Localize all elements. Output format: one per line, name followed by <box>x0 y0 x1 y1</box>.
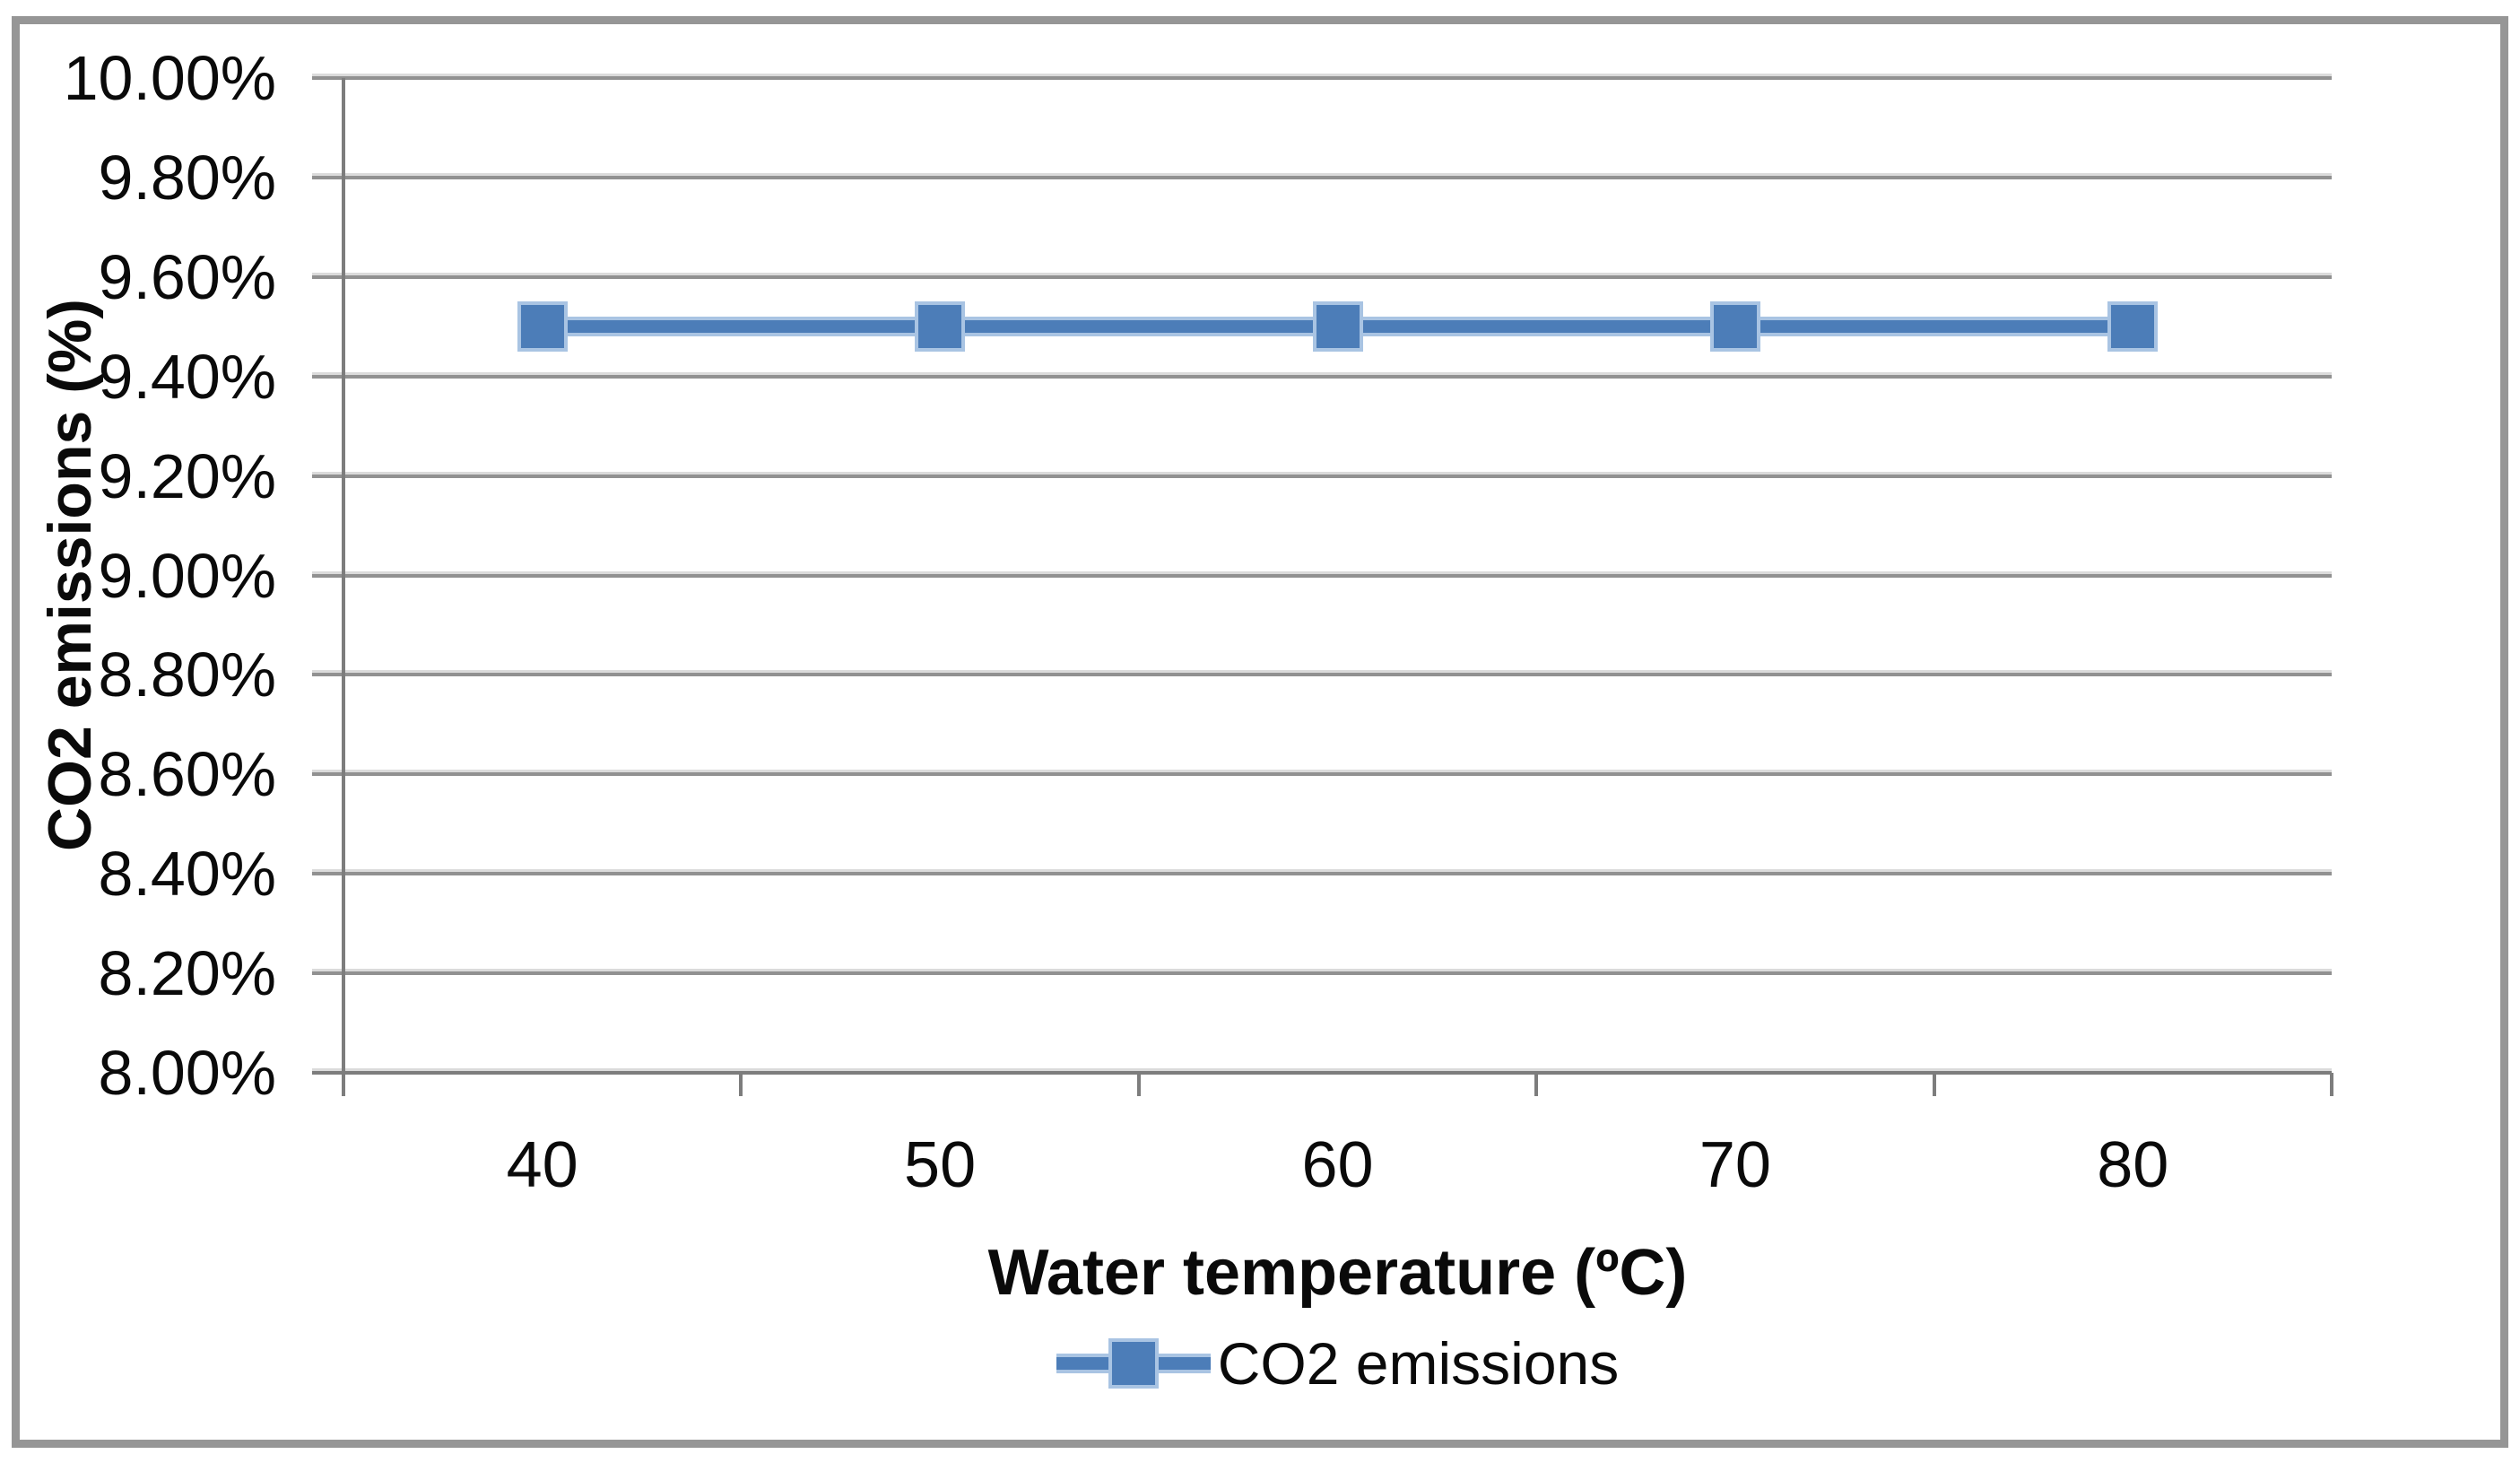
x-axis-tick <box>739 1073 743 1096</box>
x-axis-tick <box>342 1073 345 1096</box>
y-axis-tick-labels: 10.00% 9.80% 9.60% 9.40% 9.20% 9.00% 8.80% 8.60… <box>0 0 276 1166</box>
x-axis-title: Water temperature (ºC) <box>987 1237 1688 1309</box>
plot-area <box>312 76 2332 1075</box>
y-tick-label: 9.80% <box>98 142 276 213</box>
x-axis-line <box>312 1071 2332 1075</box>
y-axis-line <box>342 78 345 1096</box>
gridline <box>312 175 2332 179</box>
data-point-marker <box>517 301 568 353</box>
y-tick-label: 10.00% <box>63 43 276 113</box>
y-tick-label: 8.80% <box>98 640 276 710</box>
gridline <box>312 274 2332 279</box>
x-axis-tick <box>1136 1073 1141 1096</box>
series-line-segment <box>1734 317 2133 337</box>
legend-square-marker <box>1108 1338 1159 1389</box>
chart-frame-border <box>12 16 2508 1448</box>
y-tick-label: 8.60% <box>98 739 276 810</box>
data-point-marker <box>1312 301 1363 353</box>
legend: CO2 emissions <box>343 1330 2332 1397</box>
y-tick-label: 9.20% <box>98 440 276 511</box>
gridline <box>312 772 2332 777</box>
legend-label: CO2 emissions <box>1217 1330 1620 1397</box>
x-axis-tick <box>1932 1073 1936 1096</box>
y-tick-label: 8.00% <box>98 1038 276 1108</box>
series-line-segment <box>1337 317 1735 337</box>
data-point-marker <box>915 301 966 353</box>
gridline <box>312 673 2332 677</box>
data-point-marker <box>2107 301 2159 353</box>
x-axis-tick <box>2330 1073 2333 1096</box>
gridline <box>312 76 2332 80</box>
y-tick-label: 9.00% <box>98 540 276 611</box>
y-tick-label: 8.40% <box>98 839 276 910</box>
x-tick-label: 80 <box>2097 1129 2169 1201</box>
x-tick-label: 50 <box>904 1129 977 1201</box>
x-axis-tick <box>1534 1073 1539 1096</box>
gridline <box>312 474 2332 478</box>
legend-marker-icon <box>1056 1338 1211 1389</box>
series-line-segment <box>940 317 1338 337</box>
y-tick-label: 8.20% <box>98 938 276 1009</box>
gridline <box>312 573 2332 578</box>
gridline <box>312 872 2332 876</box>
x-tick-label: 70 <box>1699 1129 1771 1201</box>
gridline <box>312 374 2332 379</box>
x-tick-label: 40 <box>506 1129 578 1201</box>
y-tick-label: 9.40% <box>98 341 276 412</box>
x-tick-label: 60 <box>1301 1129 1374 1201</box>
data-point-marker <box>1709 301 1760 353</box>
series-line-segment <box>542 317 941 337</box>
y-tick-label: 9.60% <box>98 241 276 312</box>
gridline <box>312 971 2332 976</box>
